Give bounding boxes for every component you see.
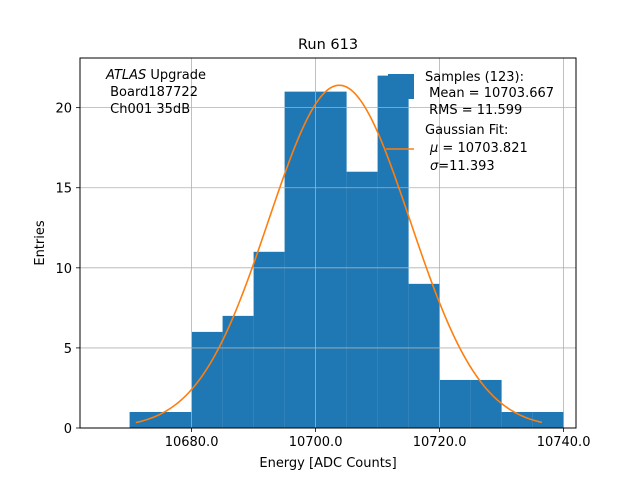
legend-samples-line-2: Mean = 10703.667 xyxy=(425,86,554,101)
atlas-annotation: ATLAS Upgrade Board187722 Ch001 35dB xyxy=(105,68,206,117)
y-tick-label: 15 xyxy=(55,182,72,197)
y-axis-label: Entries xyxy=(33,220,48,266)
y-tick-label: 10 xyxy=(55,262,72,277)
annotation-line-1: ATLAS Upgrade xyxy=(105,68,206,83)
x-tick-label: 10740.0 xyxy=(537,435,591,450)
legend-fit-sigma: σ=11.393 xyxy=(430,159,495,174)
legend-fit-mu-value: = 10703.821 xyxy=(438,141,527,156)
histogram-bar xyxy=(284,91,316,429)
x-tick-label: 10680.0 xyxy=(165,435,219,450)
axis-ticks: 10680.0 10700.0 10720.0 10740.0 0 5 10 15 20 xyxy=(55,102,590,450)
histogram-bar xyxy=(253,251,285,428)
y-tick-label: 20 xyxy=(55,102,72,117)
annotation-line-2: Board187722 xyxy=(106,85,198,100)
gaussian-fit-curve xyxy=(135,84,543,424)
gaussian-fit xyxy=(135,84,543,424)
histogram-bar xyxy=(470,379,502,428)
legend-fit-mu: μ = 10703.821 xyxy=(429,141,528,156)
legend-fit-line-1: Gaussian Fit: xyxy=(425,123,508,138)
legend: Samples (123): Mean = 10703.667 RMS = 11… xyxy=(386,70,554,174)
histogram-bar xyxy=(408,283,440,428)
y-tick-label: 0 xyxy=(64,422,72,437)
annotation-upgrade: Upgrade xyxy=(146,68,206,83)
plot-frame xyxy=(79,57,577,429)
histogram-bar xyxy=(532,411,564,428)
chart-title: Run 613 xyxy=(298,37,358,53)
histogram-bars xyxy=(129,75,564,429)
legend-samples-line-1: Samples (123): xyxy=(425,70,524,85)
histogram-bar xyxy=(439,379,471,428)
histogram-bar xyxy=(129,411,192,428)
x-tick-label: 10700.0 xyxy=(289,435,343,450)
x-axis-label: Energy [ADC Counts] xyxy=(259,456,396,471)
x-tick-label: 10720.0 xyxy=(413,435,467,450)
histogram-bar xyxy=(191,331,223,428)
legend-fit-sigma-value: =11.393 xyxy=(438,159,494,174)
mu-symbol: μ xyxy=(429,141,438,156)
annotation-atlas: ATLAS xyxy=(105,68,146,83)
histogram-bar xyxy=(346,171,378,428)
legend-samples-line-3: RMS = 11.599 xyxy=(425,103,522,118)
y-tick-label: 5 xyxy=(64,342,72,357)
histogram-bar xyxy=(222,315,254,428)
legend-samples-swatch xyxy=(388,74,414,99)
histogram-bar xyxy=(501,411,533,428)
annotation-line-3: Ch001 35dB xyxy=(106,102,190,117)
histogram-bar xyxy=(315,91,347,429)
histogram-bar xyxy=(377,75,409,428)
sigma-symbol: σ xyxy=(430,159,439,174)
